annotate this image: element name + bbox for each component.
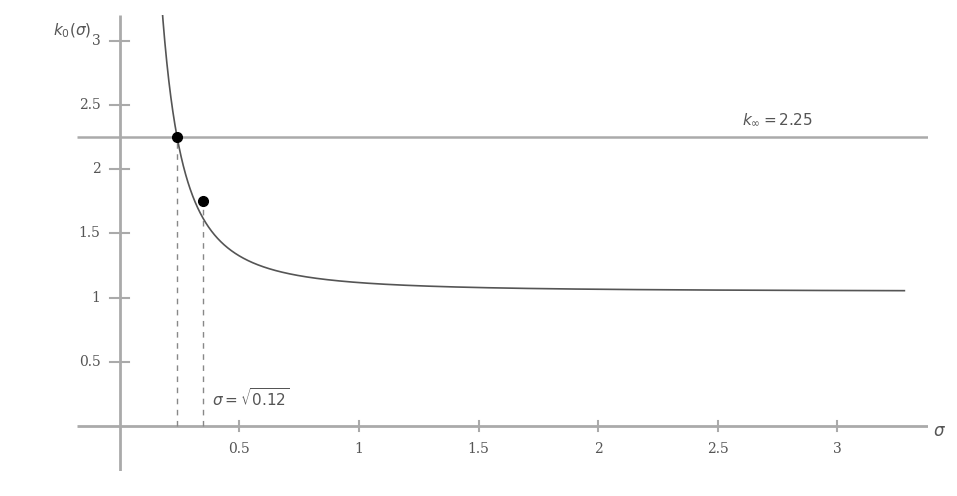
- Text: 2.5: 2.5: [707, 441, 728, 456]
- Text: $k_\infty = 2.25$: $k_\infty = 2.25$: [742, 112, 812, 128]
- Text: 2: 2: [593, 441, 603, 456]
- Text: 2: 2: [92, 162, 100, 176]
- Text: 1.5: 1.5: [78, 226, 100, 241]
- Text: 1: 1: [92, 291, 100, 305]
- Text: 1.5: 1.5: [468, 441, 489, 456]
- Text: $\sigma$: $\sigma$: [933, 423, 946, 440]
- Text: 3: 3: [92, 34, 100, 48]
- Text: 0.5: 0.5: [229, 441, 250, 456]
- Text: 1: 1: [354, 441, 364, 456]
- Text: $\sigma = \sqrt{0.12}$: $\sigma = \sqrt{0.12}$: [212, 387, 290, 409]
- Text: 2.5: 2.5: [78, 98, 100, 112]
- Text: 3: 3: [833, 441, 842, 456]
- Text: $k_0(\sigma)$: $k_0(\sigma)$: [53, 21, 91, 40]
- Text: 0.5: 0.5: [78, 355, 100, 369]
